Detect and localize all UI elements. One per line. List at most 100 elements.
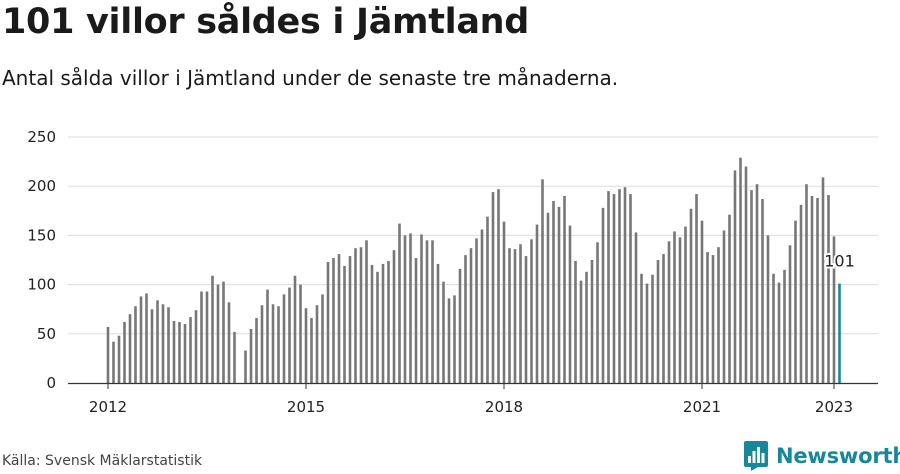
y-tick-label: 200 [27,177,56,195]
bar [700,220,704,383]
bar [733,170,737,383]
bar [288,287,291,383]
bar [480,229,484,383]
bar [662,254,665,383]
bar [491,192,495,383]
bar [557,206,561,383]
bar [266,289,269,383]
bar [183,323,187,383]
bar [161,304,165,383]
x-tick-label: 2023 [815,398,853,416]
bar [194,310,198,383]
bar [695,194,698,383]
bar [442,281,445,383]
highlight-bar [838,283,841,383]
bar [508,248,511,383]
bar [304,308,308,383]
bar [673,231,676,383]
bar [497,189,500,383]
bar [783,269,786,383]
x-tick-label: 2015 [287,398,325,416]
bar [623,187,627,383]
bar [189,317,192,383]
bar [244,350,247,383]
bar [128,314,132,383]
bar [546,212,550,383]
bar [255,318,258,383]
y-tick-label: 50 [37,325,56,343]
bar [282,294,286,383]
bar [249,328,253,383]
bar [717,247,720,383]
bar [326,261,330,383]
bar [486,216,489,383]
chart-title: 101 villor såldes i Jämtland [2,2,530,42]
bar [321,294,324,383]
bar [106,326,110,383]
bar [381,263,385,383]
bar [112,341,115,383]
bar [618,189,621,383]
bar [211,275,214,383]
brand-name: Newsworthy [776,444,900,468]
brand-logo: Newsworthy [744,441,900,471]
bar [689,208,693,383]
bar [299,284,302,383]
bar [469,248,473,383]
bar [667,241,671,383]
x-tick-label: 2012 [89,398,127,416]
bar [755,184,759,383]
bar [392,250,396,383]
bar [359,247,363,383]
bar [205,291,209,383]
x-tick-label: 2018 [485,398,523,416]
bar [744,166,748,383]
bar [172,321,176,383]
bar [475,238,478,383]
bar [233,331,236,383]
bar [590,260,594,383]
y-tick-label: 0 [46,374,56,392]
bar [409,233,412,383]
bar [519,244,522,383]
y-tick-label: 250 [27,128,56,146]
bar [750,190,753,383]
bar [431,240,434,383]
bar [568,225,572,383]
bar [200,291,203,383]
bar [530,239,533,383]
bar [222,281,225,383]
bar [739,157,742,383]
bar [645,283,649,383]
bar [524,256,528,383]
bar [656,260,660,383]
bar [447,298,451,383]
bar [260,305,264,383]
bar [827,195,830,383]
bar [574,260,577,383]
bar [277,306,280,383]
bar [403,235,407,383]
bar [365,240,368,383]
bar [552,200,555,383]
bar [315,305,319,383]
bar [579,280,583,383]
y-tick-label: 150 [27,226,56,244]
bar [436,263,440,383]
bar [772,273,775,383]
bar [563,196,566,383]
bar [227,302,231,383]
bar [502,221,506,383]
bar [123,321,126,383]
bar [376,271,379,383]
bar [777,282,781,383]
bar [150,309,154,383]
bar [816,198,819,383]
newsworthy-logo-icon [744,441,768,471]
bar [761,198,764,383]
x-tick-label: 2021 [683,398,721,416]
bar [271,304,275,383]
bar [117,335,121,383]
bar [310,318,313,383]
